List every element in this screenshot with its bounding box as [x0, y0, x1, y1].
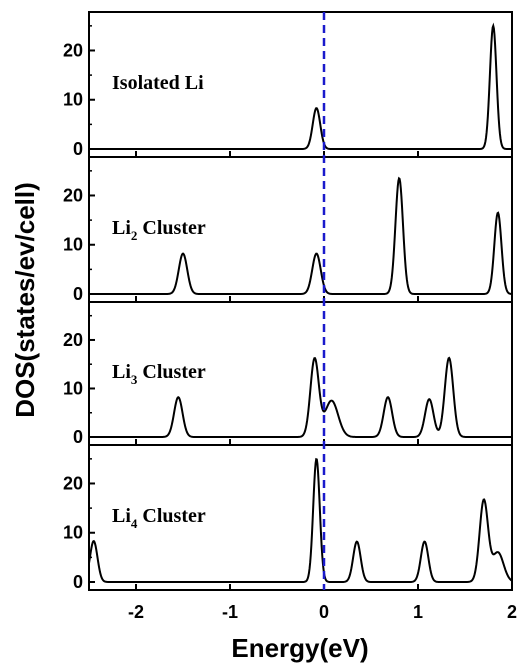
y-tick-label: 10 [63, 90, 83, 110]
x-axis-title: Energy(eV) [231, 633, 368, 663]
y-tick-label: 0 [73, 572, 83, 592]
y-tick-label: 0 [73, 427, 83, 447]
x-tick-label: 1 [413, 602, 423, 622]
panels-layer: 0 10 20 Isolated Li 0 10 20 Li2 Cluster 0 10 20 Li3… [63, 11, 513, 592]
y-tick-label: 10 [63, 523, 83, 543]
panel-label: Li3 Cluster [112, 361, 206, 387]
dos-curve [89, 22, 512, 150]
y-axis-title: DOS(states/ev/cell) [10, 182, 40, 418]
y-tick-label: 20 [63, 185, 83, 205]
x-tick-label: 2 [507, 602, 517, 622]
y-tick-label: 20 [63, 40, 83, 60]
x-tick-label: 0 [319, 602, 329, 622]
x-axis: -2 -1 0 1 2 [128, 602, 517, 622]
y-tick-label: 20 [63, 473, 83, 493]
panel-2: 0 10 20 Li2 Cluster [63, 156, 513, 304]
panel-frame [88, 444, 513, 591]
panel-3: 0 10 20 Li3 Cluster [63, 301, 513, 447]
panel-1: 0 10 20 Isolated Li [63, 11, 513, 159]
panel-label: Li4 Cluster [112, 505, 206, 531]
panel-4: 0 10 20 Li4 Cluster [63, 444, 513, 592]
y-tick-label: 0 [73, 139, 83, 159]
dos-curve [88, 457, 513, 583]
y-tick-label: 10 [63, 235, 83, 255]
dos-curve [89, 356, 512, 438]
dos-curve [89, 176, 513, 295]
panel-label: Isolated Li [112, 72, 204, 94]
x-tick-label: -2 [128, 602, 144, 622]
x-tick-label: -1 [222, 602, 238, 622]
y-tick-label: 10 [63, 378, 83, 398]
y-tick-label: 20 [63, 330, 83, 350]
y-tick-label: 0 [73, 284, 83, 304]
panel-label: Li2 Cluster [112, 217, 206, 243]
